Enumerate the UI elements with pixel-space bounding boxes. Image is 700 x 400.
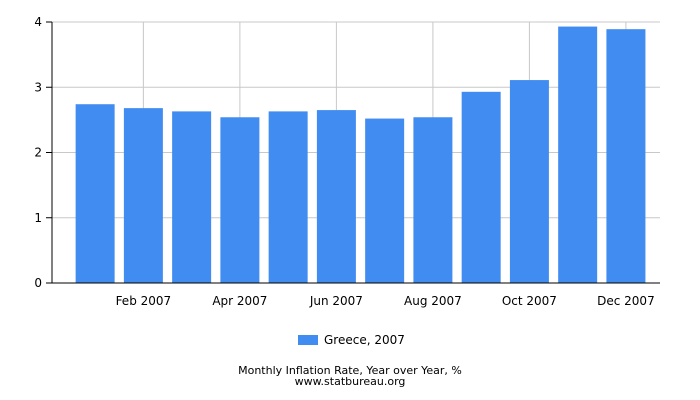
x-tick-label: Dec 2007	[597, 294, 655, 308]
bar	[220, 117, 260, 283]
bar-chart: 0 1 2 3 4 Feb 2007 Apr 2007 Jun 2007 Aug 2007 Oct…	[34, 15, 660, 308]
chart-title: Monthly Inflation Rate, Year over Year, …	[238, 364, 462, 377]
bar	[123, 108, 163, 283]
y-tick-label: 4	[34, 15, 42, 29]
bar	[316, 110, 356, 284]
bar	[558, 26, 598, 283]
y-tick-label: 3	[34, 80, 42, 94]
tick-labels: 0 1 2 3 4 Feb 2007 Apr 2007 Jun 2007 Aug 2007 Oct…	[34, 15, 654, 308]
x-tick-label: Jun 2007	[309, 294, 363, 308]
x-tick-label: Apr 2007	[212, 294, 267, 308]
source-url: www.statbureau.org	[294, 375, 406, 388]
bar	[365, 118, 405, 283]
bar	[461, 91, 501, 283]
x-tick-label: Aug 2007	[404, 294, 462, 308]
bars	[75, 26, 646, 284]
y-tick-label: 2	[34, 146, 42, 160]
y-tick-label: 0	[34, 276, 42, 290]
bar	[268, 111, 308, 283]
legend: Greece, 2007	[298, 333, 405, 347]
legend-swatch	[298, 335, 318, 345]
bar	[509, 80, 549, 283]
legend-label: Greece, 2007	[324, 333, 405, 347]
bar	[172, 111, 212, 283]
bar	[413, 117, 453, 283]
axes	[46, 21, 660, 284]
x-tick-label: Oct 2007	[502, 294, 557, 308]
bar	[75, 104, 115, 283]
bar	[606, 29, 646, 283]
y-tick-label: 1	[34, 211, 42, 225]
x-tick-label: Feb 2007	[116, 294, 172, 308]
